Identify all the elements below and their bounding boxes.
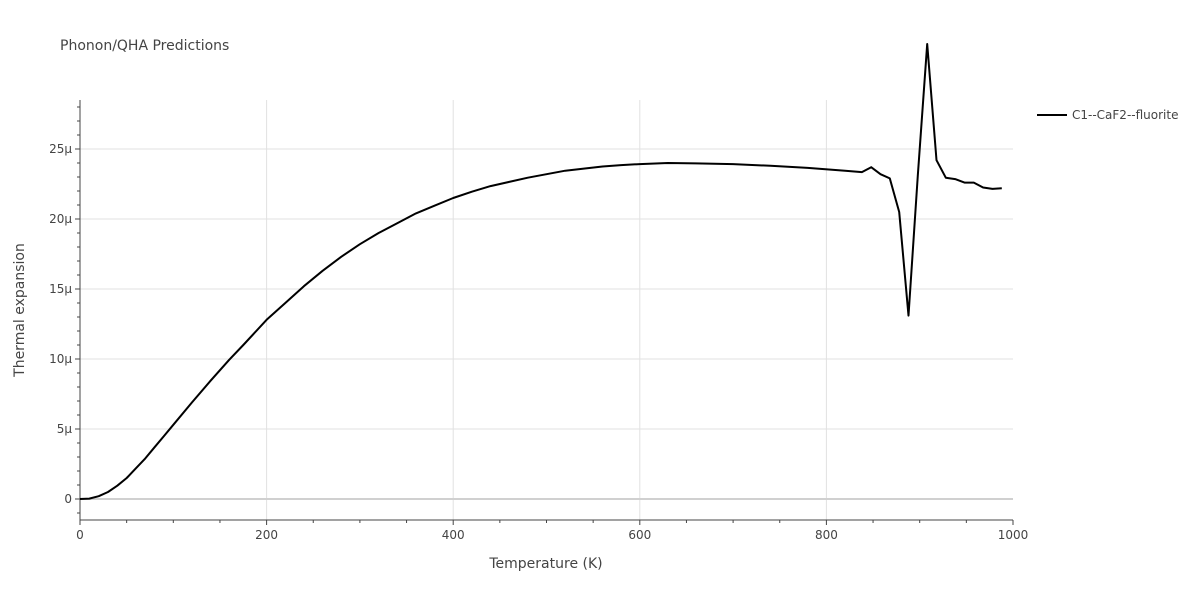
x-tick-label: 600 <box>628 528 651 542</box>
series-line-0 <box>79 43 1002 500</box>
legend[interactable]: C1--CaF2--fluorite <box>1037 108 1178 122</box>
y-axis-title: Thermal expansion <box>12 243 28 378</box>
y-tick-label: 25μ <box>49 142 72 156</box>
y-tick-label: 20μ <box>49 212 72 226</box>
chart-title: Phonon/QHA Predictions <box>60 38 229 54</box>
x-tick-label: 0 <box>76 528 84 542</box>
y-tick-label: 0 <box>64 492 72 506</box>
x-tick-label: 800 <box>815 528 838 542</box>
y-tick-label: 10μ <box>49 352 72 366</box>
grid-layer <box>80 100 1013 520</box>
axis-layer: 0 200 400 600 800 1000 0 5μ 10μ 15μ 20μ 25μ <box>49 100 1028 542</box>
x-tick-label: 400 <box>442 528 465 542</box>
y-tick-label: 15μ <box>49 282 72 296</box>
x-axis-title: Temperature (K) <box>488 556 602 572</box>
x-tick-label: 200 <box>255 528 278 542</box>
series-layer <box>79 43 1002 500</box>
x-tick-label: 1000 <box>998 528 1029 542</box>
legend-label[interactable]: C1--CaF2--fluorite <box>1072 108 1178 122</box>
y-tick-label: 5μ <box>57 422 73 436</box>
